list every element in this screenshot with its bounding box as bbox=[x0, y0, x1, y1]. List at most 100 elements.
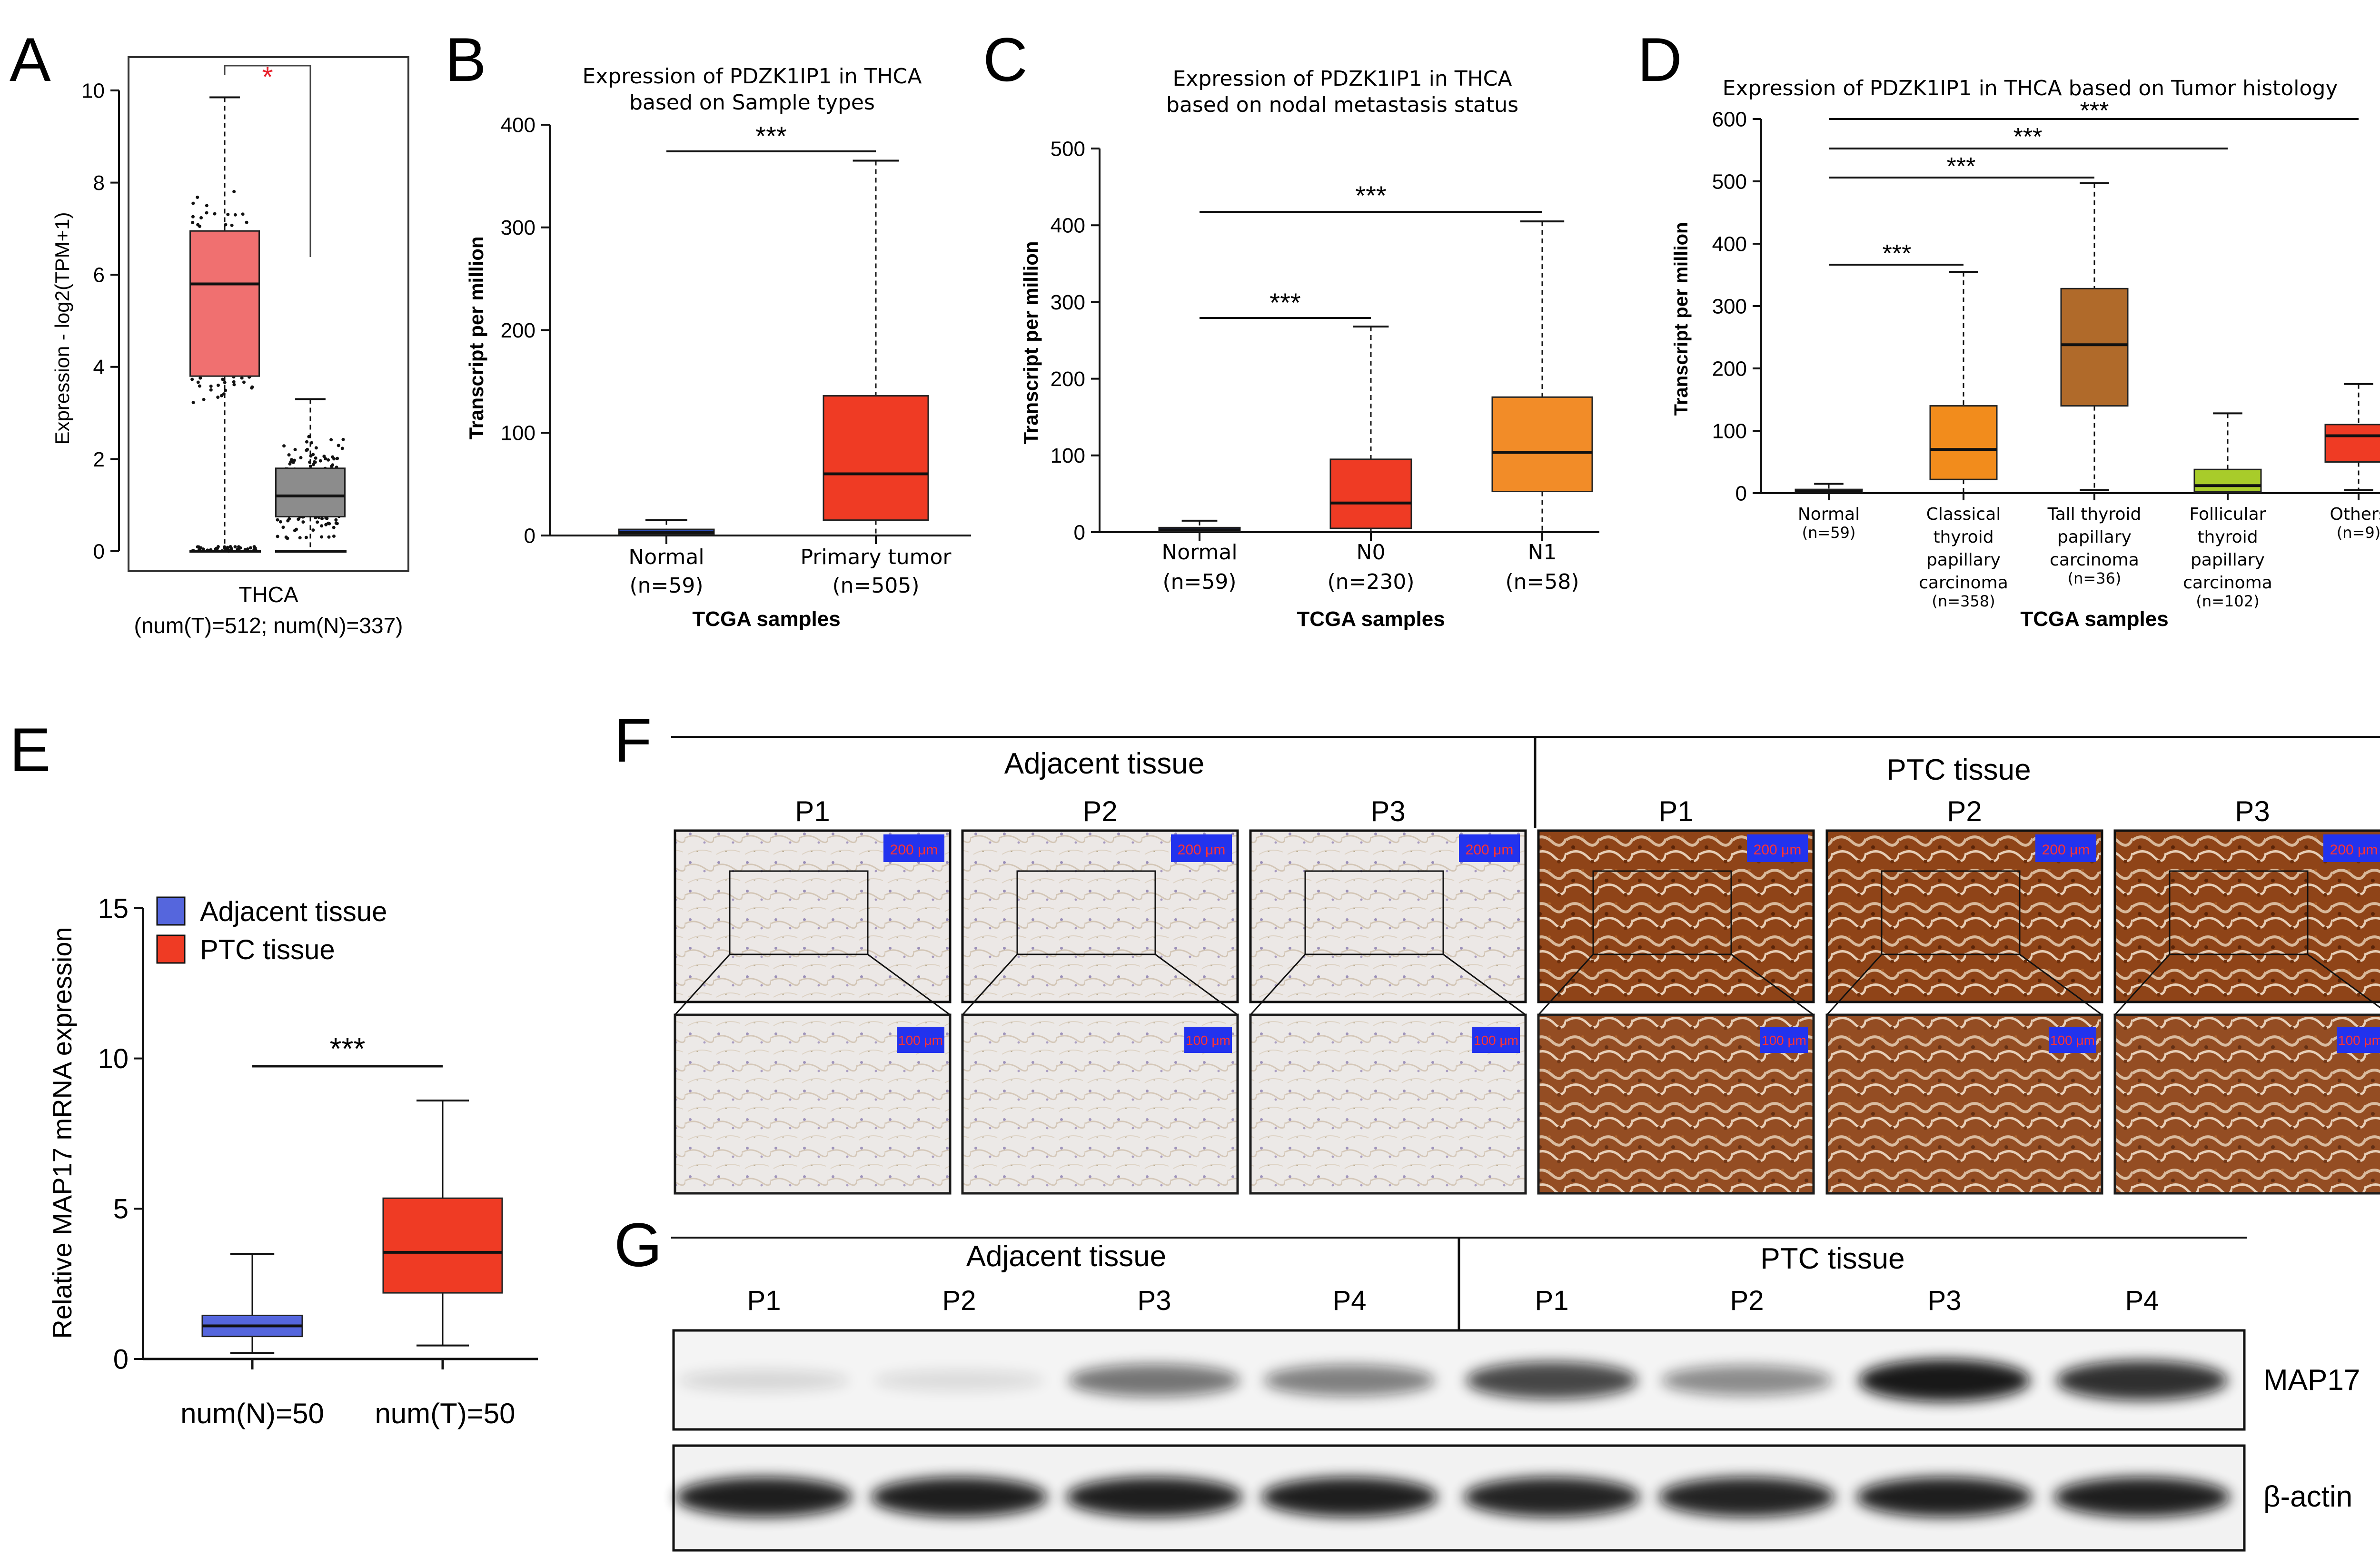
panel-d-boxes bbox=[1795, 182, 2380, 494]
panel-a-point-normal bbox=[329, 438, 333, 442]
panel-b-sig: *** bbox=[755, 121, 786, 151]
panel-a-boxes bbox=[189, 96, 347, 553]
panel-g: Adjacent tissue PTC tissue P1 P2 P3 P4 P1 P2 P… bbox=[671, 1237, 2360, 1552]
scale-bar-label: 100 μm bbox=[1186, 1033, 1230, 1048]
panel-d-cat-label: papillary bbox=[2191, 550, 2265, 570]
panel-a-tumor-box bbox=[189, 230, 260, 377]
panel-a-point-normal bbox=[287, 453, 291, 457]
panel-b-y-tick-label: 400 bbox=[501, 113, 536, 137]
panel-f-patient-label: P1 bbox=[795, 795, 830, 827]
blot-lane-label: P3 bbox=[1928, 1285, 1962, 1316]
panel-b-tumor-box bbox=[823, 395, 929, 521]
panel-a-point-tumor bbox=[209, 384, 213, 388]
panel-a-point-normal bbox=[314, 456, 317, 460]
panel-a-normal-box bbox=[275, 467, 346, 517]
panel-a-point-tumor bbox=[220, 394, 224, 397]
panel-g-group-ptc: PTC tissue bbox=[1760, 1242, 1904, 1275]
panel-a-point-tumor bbox=[224, 388, 228, 392]
panel-a-point-tumor bbox=[199, 216, 203, 220]
panel-a-sig-bracket bbox=[224, 65, 311, 257]
scale-bar-badge bbox=[1459, 834, 1520, 862]
panel-b-ylabel: Transcript per million bbox=[465, 236, 487, 439]
zoom-connector bbox=[2307, 953, 2380, 1009]
panel-e-cat-2: num(T)=50 bbox=[375, 1398, 515, 1429]
panel-a-point-normal bbox=[294, 527, 298, 531]
panel-a-point-normal bbox=[340, 446, 344, 450]
panel-c-n1-box bbox=[1491, 396, 1593, 493]
scale-bar-label: 200 μm bbox=[2330, 842, 2378, 858]
panel-a-point-tumor bbox=[191, 201, 195, 205]
scale-bar-badge bbox=[1171, 834, 1232, 862]
blot-lane-label: P3 bbox=[1138, 1285, 1171, 1316]
zoom-connector bbox=[1537, 953, 1594, 1016]
panel-a-point-normal bbox=[316, 520, 319, 524]
panel-d-cat-label: thyroid bbox=[1933, 527, 1993, 547]
zoom-connector bbox=[2114, 953, 2171, 1016]
panel-a-y-tick-label: 6 bbox=[93, 264, 105, 287]
blot-band-actin bbox=[1659, 1477, 1835, 1517]
ihc-tile-high-mag bbox=[2113, 1013, 2380, 1195]
panel-a-point-normal bbox=[298, 536, 302, 540]
panel-a-point-tumor bbox=[224, 223, 228, 227]
panel-e-sig: *** bbox=[330, 1031, 366, 1066]
panel-f-patient-label: P3 bbox=[1370, 795, 1405, 827]
panel-d-cat-n: (n=36) bbox=[2068, 569, 2122, 587]
legend-swatch-adjacent bbox=[156, 896, 186, 926]
blot-label-map17: MAP17 bbox=[2263, 1364, 2360, 1397]
panel-a-point-tumor bbox=[213, 212, 217, 216]
panel-a-ylabel: Expression - log2(TPM+1) bbox=[51, 212, 73, 445]
panel-c-y-tick-label: 100 bbox=[1051, 444, 1085, 467]
panel-c-y-tick-label: 0 bbox=[1074, 521, 1085, 544]
panel-a-point-tumor bbox=[202, 397, 206, 401]
panel-c: Expression of PDZK1IP1 in THCA based on … bbox=[1020, 67, 1599, 631]
panel-b-cat-1: Normal bbox=[628, 545, 704, 569]
panel-a-point-tumor bbox=[250, 385, 254, 389]
panel-a-point-normal bbox=[334, 518, 338, 522]
panel-a-point-normal bbox=[276, 518, 279, 522]
scale-bar-label: 100 μm bbox=[1762, 1033, 1806, 1048]
panel-d-others-box bbox=[2324, 424, 2380, 463]
panel-a-point-tumor bbox=[230, 223, 234, 227]
panel-a-point-normal bbox=[322, 455, 326, 458]
panel-b-title-1: Expression of PDZK1IP1 in THCA bbox=[582, 64, 922, 89]
panel-a-point-normal bbox=[305, 440, 309, 444]
panel-a-point-tumor bbox=[205, 204, 208, 208]
panel-letter-d: D bbox=[1637, 25, 1682, 94]
blot-band-actin bbox=[676, 1477, 852, 1517]
panel-g-bands bbox=[676, 1359, 2230, 1517]
blot-band-map17 bbox=[1264, 1365, 1435, 1396]
panel-c-cat-1-n: (n=59) bbox=[1162, 570, 1236, 594]
blot-band-actin bbox=[1261, 1477, 1438, 1517]
panel-d-tall-box bbox=[2060, 288, 2129, 407]
panel-a-point-tumor bbox=[240, 376, 244, 380]
panel-a-point-normal bbox=[331, 463, 335, 467]
panel-a-y-tick-label: 10 bbox=[81, 79, 105, 102]
panel-d-cat-label: Classical bbox=[1926, 505, 2001, 524]
panel-f-patient-label: P2 bbox=[1082, 795, 1117, 827]
panel-a-xlabel: THCA bbox=[238, 582, 298, 607]
panel-c-y-tick-label: 200 bbox=[1051, 367, 1085, 391]
panel-a-point-tumor bbox=[215, 546, 219, 550]
panel-letter-e: E bbox=[10, 715, 51, 784]
panel-a-point-normal bbox=[320, 517, 324, 521]
scale-bar-badge bbox=[1747, 834, 1808, 862]
panel-g-lane-labels: P1 P2 P3 P4 P1 P2 P3 P4 bbox=[747, 1285, 2159, 1316]
panel-d-cat-label: carcinoma bbox=[2050, 550, 2139, 570]
scale-bar-badge bbox=[1184, 1027, 1232, 1053]
legend-label-ptc: PTC tissue bbox=[200, 934, 335, 965]
panel-a-point-tumor bbox=[248, 546, 252, 550]
panel-c-sig-1: *** bbox=[1269, 288, 1300, 317]
panel-a-point-normal bbox=[318, 459, 322, 463]
panel-a-point-normal bbox=[306, 447, 309, 451]
panel-d-sig-2: *** bbox=[1947, 153, 1976, 180]
blot-band-map17 bbox=[873, 1369, 1045, 1391]
panel-c-sig-2: *** bbox=[1355, 180, 1386, 210]
panel-f-group-adjacent: Adjacent tissue bbox=[1004, 747, 1204, 780]
zoom-connector bbox=[1155, 953, 1238, 1016]
scale-bar-badge bbox=[897, 1027, 944, 1053]
panel-c-n0-box bbox=[1329, 458, 1412, 529]
panel-letter-c: C bbox=[983, 25, 1028, 94]
panel-c-cat-3: N1 bbox=[1528, 540, 1557, 565]
panel-a-point-tumor bbox=[198, 384, 201, 388]
